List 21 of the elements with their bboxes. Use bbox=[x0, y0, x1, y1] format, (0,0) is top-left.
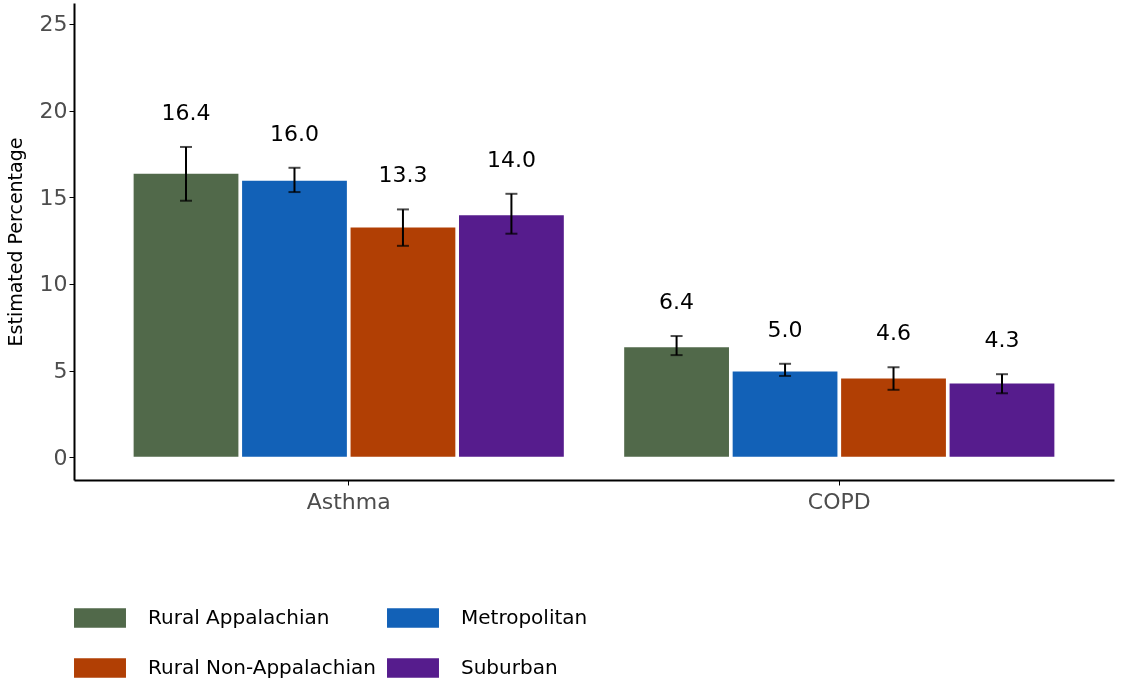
legend-label: Suburban bbox=[461, 655, 558, 679]
legend-label: Metropolitan bbox=[461, 605, 588, 629]
data-label: 4.3 bbox=[984, 327, 1020, 353]
legend-label: Rural Non-Appalachian bbox=[148, 655, 377, 679]
data-label: 14.0 bbox=[486, 146, 536, 172]
data-label: 16.0 bbox=[269, 120, 319, 146]
y-axis-title: Estimated Percentage bbox=[3, 137, 26, 347]
y-tick-label: 0 bbox=[53, 444, 68, 470]
y-tick-label: 25 bbox=[39, 11, 68, 37]
data-label: 16.4 bbox=[161, 99, 211, 125]
data-label: 6.4 bbox=[659, 289, 695, 315]
y-tick-label: 15 bbox=[39, 184, 68, 210]
x-tick-label: Asthma bbox=[306, 488, 391, 514]
x-tick-label: COPD bbox=[807, 488, 871, 514]
y-tick-label: 20 bbox=[39, 98, 68, 124]
legend-label: Rural Appalachian bbox=[148, 605, 330, 629]
y-tick-label: 10 bbox=[39, 271, 68, 297]
data-label: 13.3 bbox=[378, 162, 428, 188]
y-tick-label: 5 bbox=[53, 358, 68, 384]
data-label: 4.6 bbox=[876, 320, 912, 346]
data-label: 5.0 bbox=[767, 316, 803, 342]
